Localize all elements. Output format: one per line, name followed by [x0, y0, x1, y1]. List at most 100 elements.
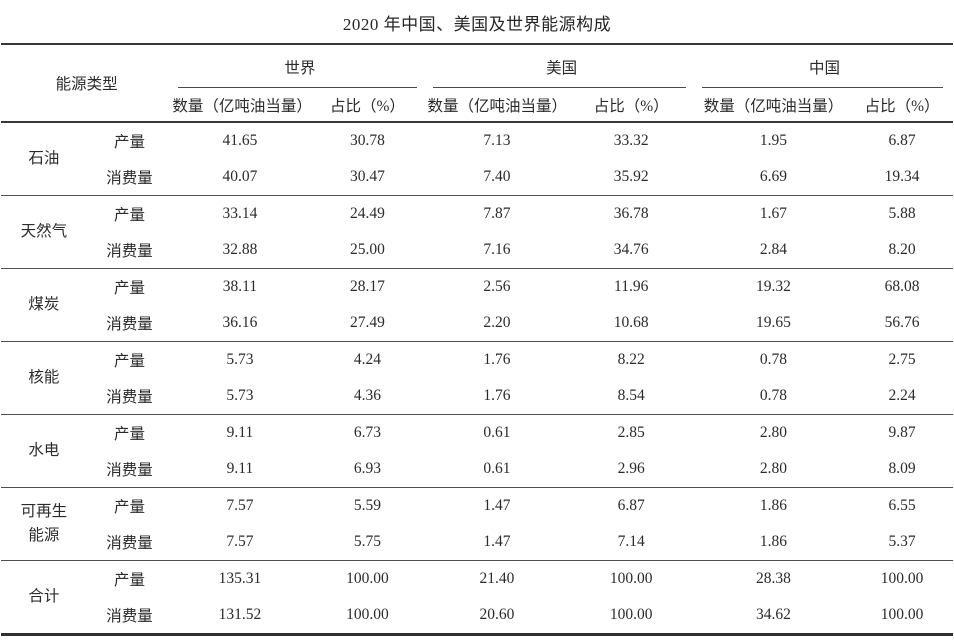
cell-world-pct: 30.78 — [350, 132, 385, 149]
table-row: 消费量 131.52 100.00 20.60 100.00 34.62 100… — [1, 597, 953, 635]
energy-group-total: 合计 产量 135.31 100.00 21.40 100.00 28.38 1… — [1, 561, 953, 635]
cell-world-qty: 5.73 — [226, 351, 254, 368]
table-row: 消费量 32.88 25.00 7.16 34.76 2.84 8.20 — [1, 232, 953, 269]
cell-usa-qty: 2.20 — [483, 314, 511, 331]
cell-china-qty: 34.62 — [756, 606, 791, 623]
energy-group-renewables: 可再生能源 产量 7.57 5.59 1.47 6.87 1.86 6.55 消… — [1, 488, 953, 561]
cell-china-qty: 2.84 — [759, 241, 788, 258]
table-row: 消费量 9.11 6.93 0.61 2.96 2.80 8.09 — [1, 451, 953, 488]
table-row: 消费量 7.57 5.75 1.47 7.14 1.86 5.37 — [1, 524, 953, 561]
cell-world-qty: 33.14 — [222, 205, 258, 222]
cell-china-qty: 28.38 — [756, 570, 791, 587]
cell-world-pct: 4.24 — [353, 351, 382, 368]
row-metric-label: 产量 — [114, 572, 146, 589]
table-row: 可再生能源 产量 7.57 5.59 1.47 6.87 1.86 6.55 — [1, 488, 953, 544]
cell-usa-qty: 0.61 — [483, 460, 511, 477]
cell-china-qty: 19.65 — [756, 314, 791, 331]
cell-world-qty: 40.07 — [222, 168, 258, 185]
cell-world-qty: 41.65 — [222, 132, 258, 149]
table-row: 合计 产量 135.31 100.00 21.40 100.00 28.38 1… — [1, 561, 953, 605]
cell-china-pct: 5.88 — [888, 205, 916, 222]
cell-world-qty: 135.31 — [218, 570, 262, 587]
cell-world-pct: 27.49 — [350, 314, 385, 331]
row-metric-label: 消费量 — [106, 316, 153, 333]
cell-china-pct: 5.37 — [888, 533, 916, 550]
row-metric-label: 产量 — [114, 134, 146, 151]
header-sub-row: 数量（亿吨油当量） 占比（%） 数量（亿吨油当量） 占比（%） 数量（亿吨油当量… — [1, 88, 953, 123]
row-category: 合计 — [28, 587, 60, 605]
cell-world-pct: 4.36 — [353, 387, 382, 404]
table-row: 消费量 36.16 27.49 2.20 10.68 19.65 56.76 — [1, 305, 953, 342]
cell-china-pct: 2.24 — [888, 387, 916, 404]
energy-group-natural-gas: 天然气 产量 33.14 24.49 7.87 36.78 1.67 5.88 … — [1, 196, 953, 269]
cell-usa-pct: 2.96 — [617, 460, 645, 477]
cell-usa-qty: 1.47 — [483, 533, 511, 550]
cell-world-pct: 30.47 — [350, 168, 385, 185]
cell-usa-pct: 2.85 — [617, 424, 645, 441]
cell-world-qty: 9.11 — [226, 460, 254, 477]
row-metric-label: 消费量 — [106, 462, 153, 479]
cell-world-pct: 6.73 — [353, 424, 382, 441]
cell-china-qty: 2.80 — [759, 460, 788, 477]
cell-usa-qty: 1.76 — [483, 387, 511, 404]
header-usa-qty: 数量（亿吨油当量） — [427, 88, 567, 123]
row-metric-label: 产量 — [114, 499, 146, 516]
table-row: 消费量 40.07 30.47 7.40 35.92 6.69 19.34 — [1, 159, 953, 196]
cell-usa-qty: 0.61 — [483, 424, 511, 441]
header-china-pct: 占比（%） — [851, 88, 953, 123]
cell-china-qty: 1.95 — [759, 132, 788, 149]
table-row: 石油 产量 41.65 30.78 7.13 33.32 1.95 6.87 — [1, 122, 953, 167]
cell-world-pct: 28.17 — [350, 278, 385, 295]
cell-world-qty: 7.57 — [226, 497, 254, 514]
energy-composition-table: 能源类型 世界 美国 中国 数量（亿吨油当量） 占比（%） 数量（亿吨油当量） … — [1, 43, 953, 636]
table-row: 天然气 产量 33.14 24.49 7.87 36.78 1.67 5.88 — [1, 196, 953, 240]
cell-world-pct: 25.00 — [350, 241, 385, 258]
cell-world-pct: 5.75 — [353, 533, 382, 550]
cell-usa-qty: 1.76 — [483, 351, 511, 368]
row-metric-label: 消费量 — [106, 535, 153, 552]
cell-china-pct: 19.34 — [884, 168, 920, 185]
cell-china-qty: 19.32 — [756, 278, 791, 295]
cell-china-pct: 8.20 — [888, 241, 916, 258]
cell-usa-qty: 21.40 — [479, 570, 515, 587]
row-metric-label: 产量 — [114, 353, 146, 370]
cell-world-qty: 131.52 — [218, 606, 262, 623]
header-group-china: 中国 — [696, 44, 953, 88]
cell-world-qty: 9.11 — [226, 424, 254, 441]
cell-world-qty: 36.16 — [222, 314, 258, 331]
row-metric-label: 消费量 — [106, 170, 153, 187]
cell-usa-qty: 7.13 — [483, 132, 511, 149]
table-row: 煤炭 产量 38.11 28.17 2.56 11.96 19.32 68.08 — [1, 269, 953, 313]
table-row: 消费量 5.73 4.36 1.76 8.54 0.78 2.24 — [1, 378, 953, 415]
cell-world-qty: 38.11 — [222, 278, 258, 295]
cell-usa-qty: 7.87 — [483, 205, 511, 222]
cell-world-qty: 7.57 — [226, 533, 254, 550]
cell-world-pct: 100.00 — [346, 606, 389, 623]
energy-group-oil: 石油 产量 41.65 30.78 7.13 33.32 1.95 6.87 消… — [1, 122, 953, 196]
cell-usa-pct: 34.76 — [613, 241, 649, 258]
cell-china-qty: 0.78 — [759, 387, 788, 404]
cell-china-qty: 1.86 — [759, 497, 788, 514]
cell-china-qty: 1.86 — [759, 533, 788, 550]
row-category: 可再生能源 — [20, 502, 68, 544]
cell-china-qty: 2.80 — [759, 424, 788, 441]
cell-china-pct: 6.55 — [888, 497, 916, 514]
energy-group-hydro: 水电 产量 9.11 6.73 0.61 2.85 2.80 9.87 消费量 … — [1, 415, 953, 488]
row-metric-label: 消费量 — [106, 389, 153, 406]
energy-group-coal: 煤炭 产量 38.11 28.17 2.56 11.96 19.32 68.08… — [1, 269, 953, 342]
row-category: 核能 — [28, 368, 60, 386]
row-metric-label: 产量 — [114, 207, 146, 224]
table-title: 2020 年中国、美国及世界能源构成 — [342, 15, 612, 34]
cell-china-pct: 100.00 — [880, 606, 924, 623]
cell-china-pct: 68.08 — [884, 278, 920, 295]
row-metric-label: 产量 — [114, 280, 146, 297]
cell-world-pct: 24.49 — [350, 205, 385, 222]
row-category: 煤炭 — [28, 295, 60, 313]
header-group-row: 能源类型 世界 美国 中国 — [1, 44, 953, 123]
row-metric-label: 消费量 — [106, 608, 153, 625]
header-world-qty: 数量（亿吨油当量） — [172, 88, 308, 123]
cell-usa-pct: 33.32 — [613, 132, 649, 149]
cell-world-qty: 32.88 — [222, 241, 258, 258]
table-row: 核能 产量 5.73 4.24 1.76 8.22 0.78 2.75 — [1, 342, 953, 386]
